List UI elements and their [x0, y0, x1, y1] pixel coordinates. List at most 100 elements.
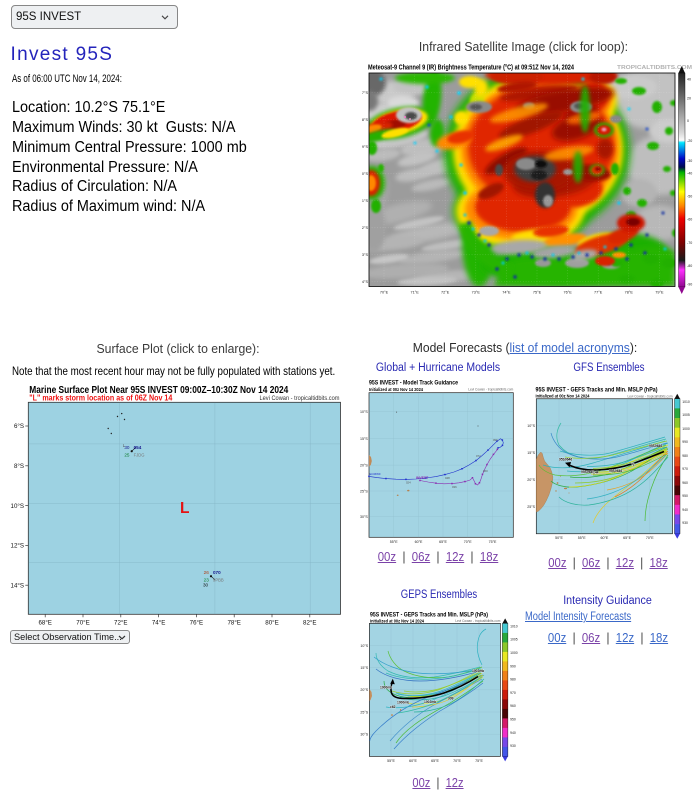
svg-text:95S0646: 95S0646 [581, 470, 594, 474]
svg-text:1000mb: 1000mb [380, 686, 392, 690]
svg-text:68°E: 68°E [38, 620, 51, 627]
svg-text:L: L [180, 500, 189, 517]
svg-text:-80: -80 [687, 264, 692, 268]
svg-text:55°E: 55°E [390, 540, 398, 544]
svg-text:1010: 1010 [510, 624, 518, 628]
svg-text:Levi Cowan - tropicaltidbits.c: Levi Cowan - tropicaltidbits.com [468, 387, 514, 392]
svg-text:048: 048 [445, 476, 450, 480]
svg-text:-70: -70 [687, 241, 692, 245]
svg-text:Levi Cowan - tropicaltidbits.c: Levi Cowan - tropicaltidbits.com [455, 618, 501, 623]
svg-text:14°S: 14°S [362, 280, 368, 284]
svg-text:60°E: 60°E [409, 759, 417, 762]
svg-text:76°E: 76°E [190, 620, 203, 627]
svg-text:72: 72 [631, 463, 635, 467]
svg-text:20°S: 20°S [360, 463, 368, 467]
svg-text:70°E: 70°E [453, 759, 461, 762]
svg-text:95S INVEST - Model Track Guida: 95S INVEST - Model Track Guidance [369, 380, 458, 387]
svg-text:74°E: 74°E [502, 291, 511, 295]
svg-text:11°S: 11°S [362, 199, 368, 203]
svg-text:FJDG: FJDG [134, 453, 145, 458]
svg-text:1005: 1005 [682, 413, 690, 417]
svg-text:77°E: 77°E [594, 291, 603, 295]
svg-text:40: 40 [687, 77, 691, 81]
svg-text:80°E: 80°E [265, 620, 278, 627]
svg-text:-40: -40 [687, 171, 692, 175]
svg-text:-50: -50 [687, 195, 692, 199]
svg-text:55°E: 55°E [578, 536, 586, 539]
svg-text:990: 990 [682, 440, 688, 444]
svg-text:Levi Cowan - tropicaltidbits.c: Levi Cowan - tropicaltidbits.com [628, 393, 674, 398]
svg-text:1000: 1000 [510, 651, 518, 655]
svg-text:20°S: 20°S [360, 688, 368, 692]
svg-text:960: 960 [510, 704, 516, 708]
svg-text:1010: 1010 [682, 400, 690, 404]
svg-text:15°S: 15°S [527, 451, 535, 455]
svg-text:Initialized at 00z Nov 14 2024: Initialized at 00z Nov 14 2024 [369, 387, 423, 393]
svg-text:-20: -20 [687, 139, 692, 143]
svg-text:70°E: 70°E [646, 536, 654, 539]
svg-text:15°S: 15°S [360, 666, 368, 670]
svg-text:12°S: 12°S [362, 226, 368, 230]
svg-text:95S0646: 95S0646 [609, 469, 622, 473]
svg-text:940: 940 [510, 731, 516, 735]
svg-text:60°E: 60°E [600, 536, 608, 539]
svg-text:30: 30 [124, 445, 130, 450]
svg-text:1002mb: 1002mb [424, 700, 436, 704]
svg-text:30°S: 30°S [360, 515, 368, 519]
svg-text:10°S: 10°S [362, 172, 368, 176]
svg-text:60°E: 60°E [415, 540, 423, 544]
svg-text:070: 070 [213, 570, 221, 575]
svg-text:1002mb: 1002mb [472, 669, 484, 673]
svg-text:76°E: 76°E [563, 291, 572, 295]
svg-text:Initialized at 00z Nov 14 2024: Initialized at 00z Nov 14 2024 [370, 618, 424, 624]
svg-text:970: 970 [510, 691, 516, 695]
svg-text:25°S: 25°S [527, 505, 535, 509]
svg-text:79°E: 79°E [655, 291, 664, 295]
svg-text:72°E: 72°E [441, 291, 450, 295]
svg-text:L: L [123, 443, 126, 448]
svg-text:10°S: 10°S [11, 503, 24, 510]
svg-text:8°S: 8°S [14, 463, 24, 470]
svg-text:26: 26 [204, 570, 210, 575]
svg-text:75°E: 75°E [475, 759, 483, 762]
svg-text:10°S: 10°S [360, 410, 368, 414]
svg-text:65°E: 65°E [623, 536, 631, 539]
svg-text:950: 950 [510, 718, 516, 722]
svg-text:0: 0 [687, 119, 689, 123]
svg-text:15°S: 15°S [360, 437, 368, 441]
svg-text:"L" marks storm location as of: "L" marks storm location as of 06Z Nov 1… [29, 393, 172, 403]
svg-text:78°E: 78°E [625, 291, 634, 295]
svg-text:060: 060 [483, 469, 488, 473]
svg-text:55°E: 55°E [387, 759, 395, 762]
svg-text:72°E: 72°E [114, 620, 127, 627]
svg-text:23: 23 [204, 578, 210, 583]
svg-text:096: 096 [493, 438, 498, 442]
svg-text:70°E: 70°E [76, 620, 89, 627]
svg-text:65°E: 65°E [439, 540, 447, 544]
svg-text:95S INVEST - GEFS Tracks and M: 95S INVEST - GEFS Tracks and Min. MSLP (… [536, 386, 658, 393]
svg-text:INVEST: INVEST [416, 476, 429, 480]
svg-text:024: 024 [406, 481, 411, 485]
svg-text:10°S: 10°S [360, 644, 368, 648]
svg-text:072: 072 [476, 454, 481, 458]
svg-text:9PBB: 9PBB [213, 578, 224, 583]
svg-text:c62: c62 [390, 705, 396, 709]
svg-text:930: 930 [510, 744, 516, 748]
svg-text:20°S: 20°S [527, 478, 535, 482]
svg-text:ECMWF: ECMWF [370, 472, 381, 476]
svg-text:7°S: 7°S [362, 91, 368, 95]
svg-text:13°S: 13°S [362, 253, 368, 257]
svg-text:8°S: 8°S [362, 118, 368, 122]
svg-text:Levi Cowan - tropicaltidbits.c: Levi Cowan - tropicaltidbits.com [260, 395, 340, 402]
svg-text:75°E: 75°E [489, 540, 497, 544]
svg-text:1005: 1005 [510, 638, 518, 642]
svg-text:-30: -30 [687, 159, 692, 163]
svg-text:1000: 1000 [682, 427, 690, 431]
svg-text:980: 980 [510, 678, 516, 682]
svg-text:25: 25 [124, 453, 130, 458]
svg-text:70°E: 70°E [380, 291, 389, 295]
svg-text:980: 980 [682, 454, 688, 458]
svg-text:1000mb: 1000mb [397, 701, 409, 705]
svg-text:930: 930 [682, 521, 688, 525]
svg-text:990: 990 [510, 664, 516, 668]
